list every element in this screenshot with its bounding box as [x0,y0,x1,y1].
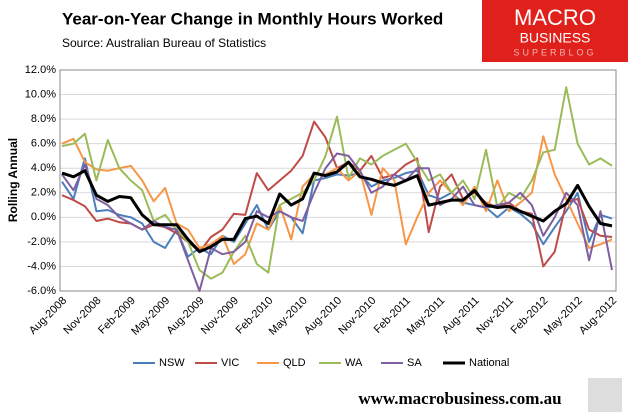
legend-label: WA [345,357,363,369]
series-line [61,160,613,254]
logo-text: SUPERBLOG [513,47,596,57]
y-tick-label: -4.0% [27,260,56,272]
y-tick-label: 10.0% [25,88,56,100]
plot-border [59,69,617,292]
footer: www.macrobusiness.com.au [358,389,561,408]
series-line [61,157,613,258]
chart-subtitle: Source: Australian Bureau of Statistics [62,36,266,50]
legend-label: QLD [283,357,306,369]
y-tick-label: 0.0% [31,211,56,223]
y-tick-label: 2.0% [31,187,56,199]
y-tick-label: 12.0% [25,64,56,76]
logo: MACRO BUSINESS SUPERBLOG [482,0,628,62]
y-tick-label: -6.0% [27,285,56,297]
series-line [61,135,613,265]
logo-text: BUSINESS [520,30,591,46]
logo-box [482,0,628,62]
legend-label: SA [407,357,422,369]
chart-title: Year-on-Year Change in Monthly Hours Wor… [62,9,443,28]
y-axis-label: Rolling Annual [6,138,20,222]
y-tick-label: 6.0% [31,138,56,150]
series-line [61,152,613,292]
y-tick-label: -2.0% [27,236,56,248]
y-tick-label: 8.0% [31,113,56,125]
legend-label: National [469,357,509,369]
legend-label: VIC [221,357,239,369]
wolf-icon [588,378,622,412]
legend-label: NSW [159,357,185,369]
logo-text: MACRO [514,5,596,30]
y-tick-label: 4.0% [31,162,56,174]
